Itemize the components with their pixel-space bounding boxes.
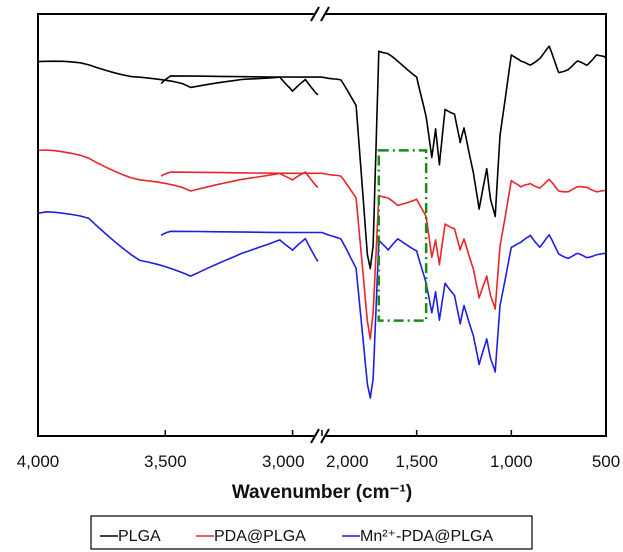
x-tick-label: 3,000: [262, 452, 305, 471]
axis-break-mark: [320, 6, 330, 22]
x-tick-label: 500: [592, 452, 620, 471]
series-line-right: [160, 171, 607, 340]
series-line-right: [160, 45, 607, 270]
x-tick-label: 4,000: [17, 452, 60, 471]
series-line-left: [37, 211, 319, 277]
axes-frame: [37, 6, 607, 444]
series-line-left: [37, 60, 319, 96]
x-axis-title: Wavenumber (cm⁻¹): [232, 482, 412, 503]
legend-box: [90, 515, 533, 550]
legend-label: PDA@PLGA: [214, 528, 306, 545]
series-line-right: [160, 230, 607, 399]
legend: PLGA PDA@PLGA Mn²⁺-PDA@PLGA: [90, 515, 533, 550]
highlight-box: [377, 149, 428, 322]
x-tick-label: 1,500: [395, 452, 438, 471]
series-layer: [37, 45, 607, 399]
x-tick-label: 1,000: [490, 452, 533, 471]
legend-label: PLGA: [118, 528, 161, 545]
axis-break-mark: [320, 428, 330, 444]
axis-break-mark: [310, 428, 320, 444]
x-axis-ticks: 4,000 3,500 3,000 2,000 1,500 1,000 500: [17, 430, 620, 471]
series-line-left: [37, 149, 319, 192]
legend-label: Mn²⁺-PDA@PLGA: [360, 528, 493, 545]
x-tick-label: 2,000: [326, 452, 369, 471]
x-tick-label: 3,500: [144, 452, 187, 471]
axis-break-mark: [310, 6, 320, 22]
